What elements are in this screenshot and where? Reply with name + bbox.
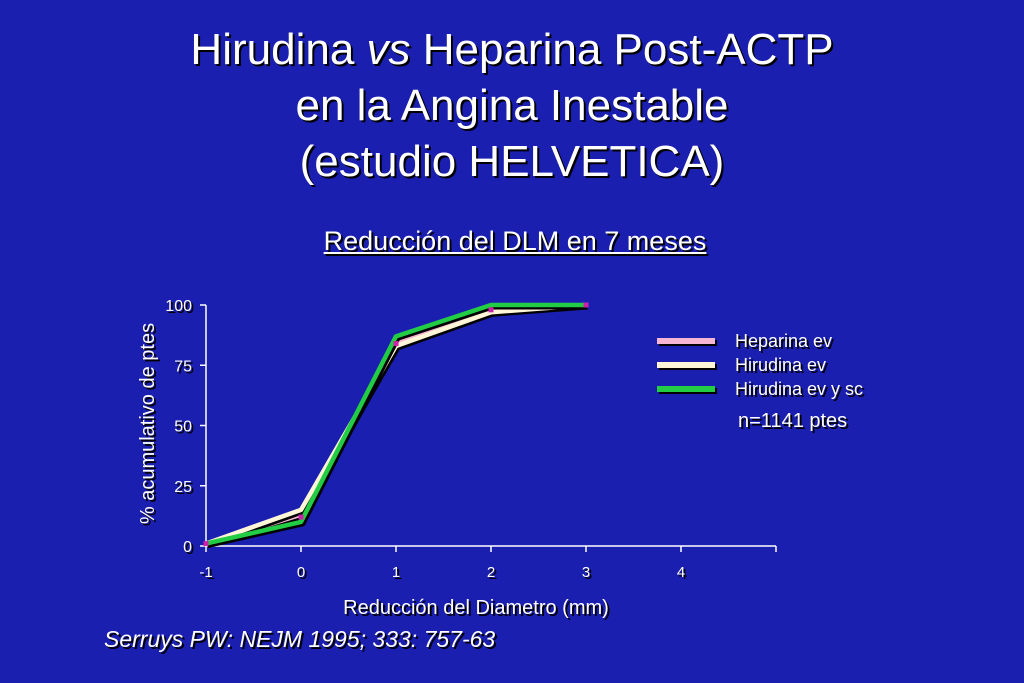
title-line-1-end: Heparina Post-ACTP — [410, 25, 834, 74]
data-point-marker — [488, 307, 494, 313]
legend-label-2: Hirudina ev — [735, 355, 826, 375]
legend-label-3-shadow: Hirudina ev y sc — [737, 381, 865, 401]
legend-label-1: Heparina ev — [735, 331, 832, 351]
x-tick-label: 2 — [487, 564, 495, 581]
y-tick-label: 25 — [174, 479, 192, 496]
title-line-1-italic: vs — [366, 25, 411, 74]
title-line-3: (estudio HELVETICA) — [299, 137, 725, 186]
y-axis-label-shadow: % acumulativo de ptes — [139, 325, 161, 526]
data-point-marker — [393, 341, 399, 347]
x-tick-label-shadow: 1 — [394, 566, 402, 583]
y-tick-label-shadow: 25 — [176, 481, 194, 498]
data-point-marker — [583, 302, 589, 308]
chart-subtitle: Reducción del DLM en 7 meses — [323, 226, 707, 256]
x-tick-label-shadow: 3 — [584, 566, 592, 583]
x-tick-label-shadow: 0 — [299, 566, 307, 583]
sample-size-label: n=1141 ptes — [738, 410, 848, 432]
legend-label-1-shadow: Heparina ev — [737, 333, 834, 353]
y-tick-label-shadow: 100 — [167, 300, 194, 317]
x-tick-label-shadow: 4 — [679, 566, 687, 583]
x-tick-label-shadow: 2 — [489, 566, 497, 583]
title-line-1: Hirudina vs Heparina Post-ACTP — [0, 22, 1024, 78]
x-tick-label: 3 — [582, 564, 590, 581]
legend-label-3: Hirudina ev y sc — [735, 379, 863, 399]
title-line-2: en la Angina Inestable — [295, 81, 729, 130]
data-point-marker — [203, 541, 209, 547]
title-line-1-start: Hirudina — [190, 25, 367, 74]
legend-label-2-shadow: Hirudina ev — [737, 357, 828, 377]
x-tick-label: 0 — [297, 564, 305, 581]
x-axis-label: Reducción del Diametro (mm) — [343, 597, 609, 619]
y-tick-label: 0 — [183, 539, 192, 556]
series-line-3 — [205, 302, 586, 546]
y-tick-label-shadow: 0 — [185, 541, 194, 558]
data-point-marker — [298, 514, 304, 520]
y-tick-label: 75 — [174, 358, 192, 375]
x-tick-label: -1 — [199, 564, 212, 581]
x-axis-label-shadow: Reducción del Diametro (mm) — [345, 599, 611, 621]
x-tick-label: 4 — [677, 564, 685, 581]
x-tick-label: 1 — [392, 564, 400, 581]
y-tick-label-shadow: 50 — [176, 421, 194, 438]
y-tick-label: 100 — [165, 298, 192, 315]
y-tick-label: 50 — [174, 419, 192, 436]
y-axis-label: % acumulativo de ptes — [137, 323, 159, 524]
x-tick-label-shadow: -1 — [201, 566, 214, 583]
slide-title: Hirudina vs Heparina Post-ACTP en la Ang… — [0, 22, 1024, 190]
citation: Serruys PW: NEJM 1995; 333: 757-63 — [104, 626, 496, 652]
y-tick-label-shadow: 75 — [176, 360, 194, 377]
